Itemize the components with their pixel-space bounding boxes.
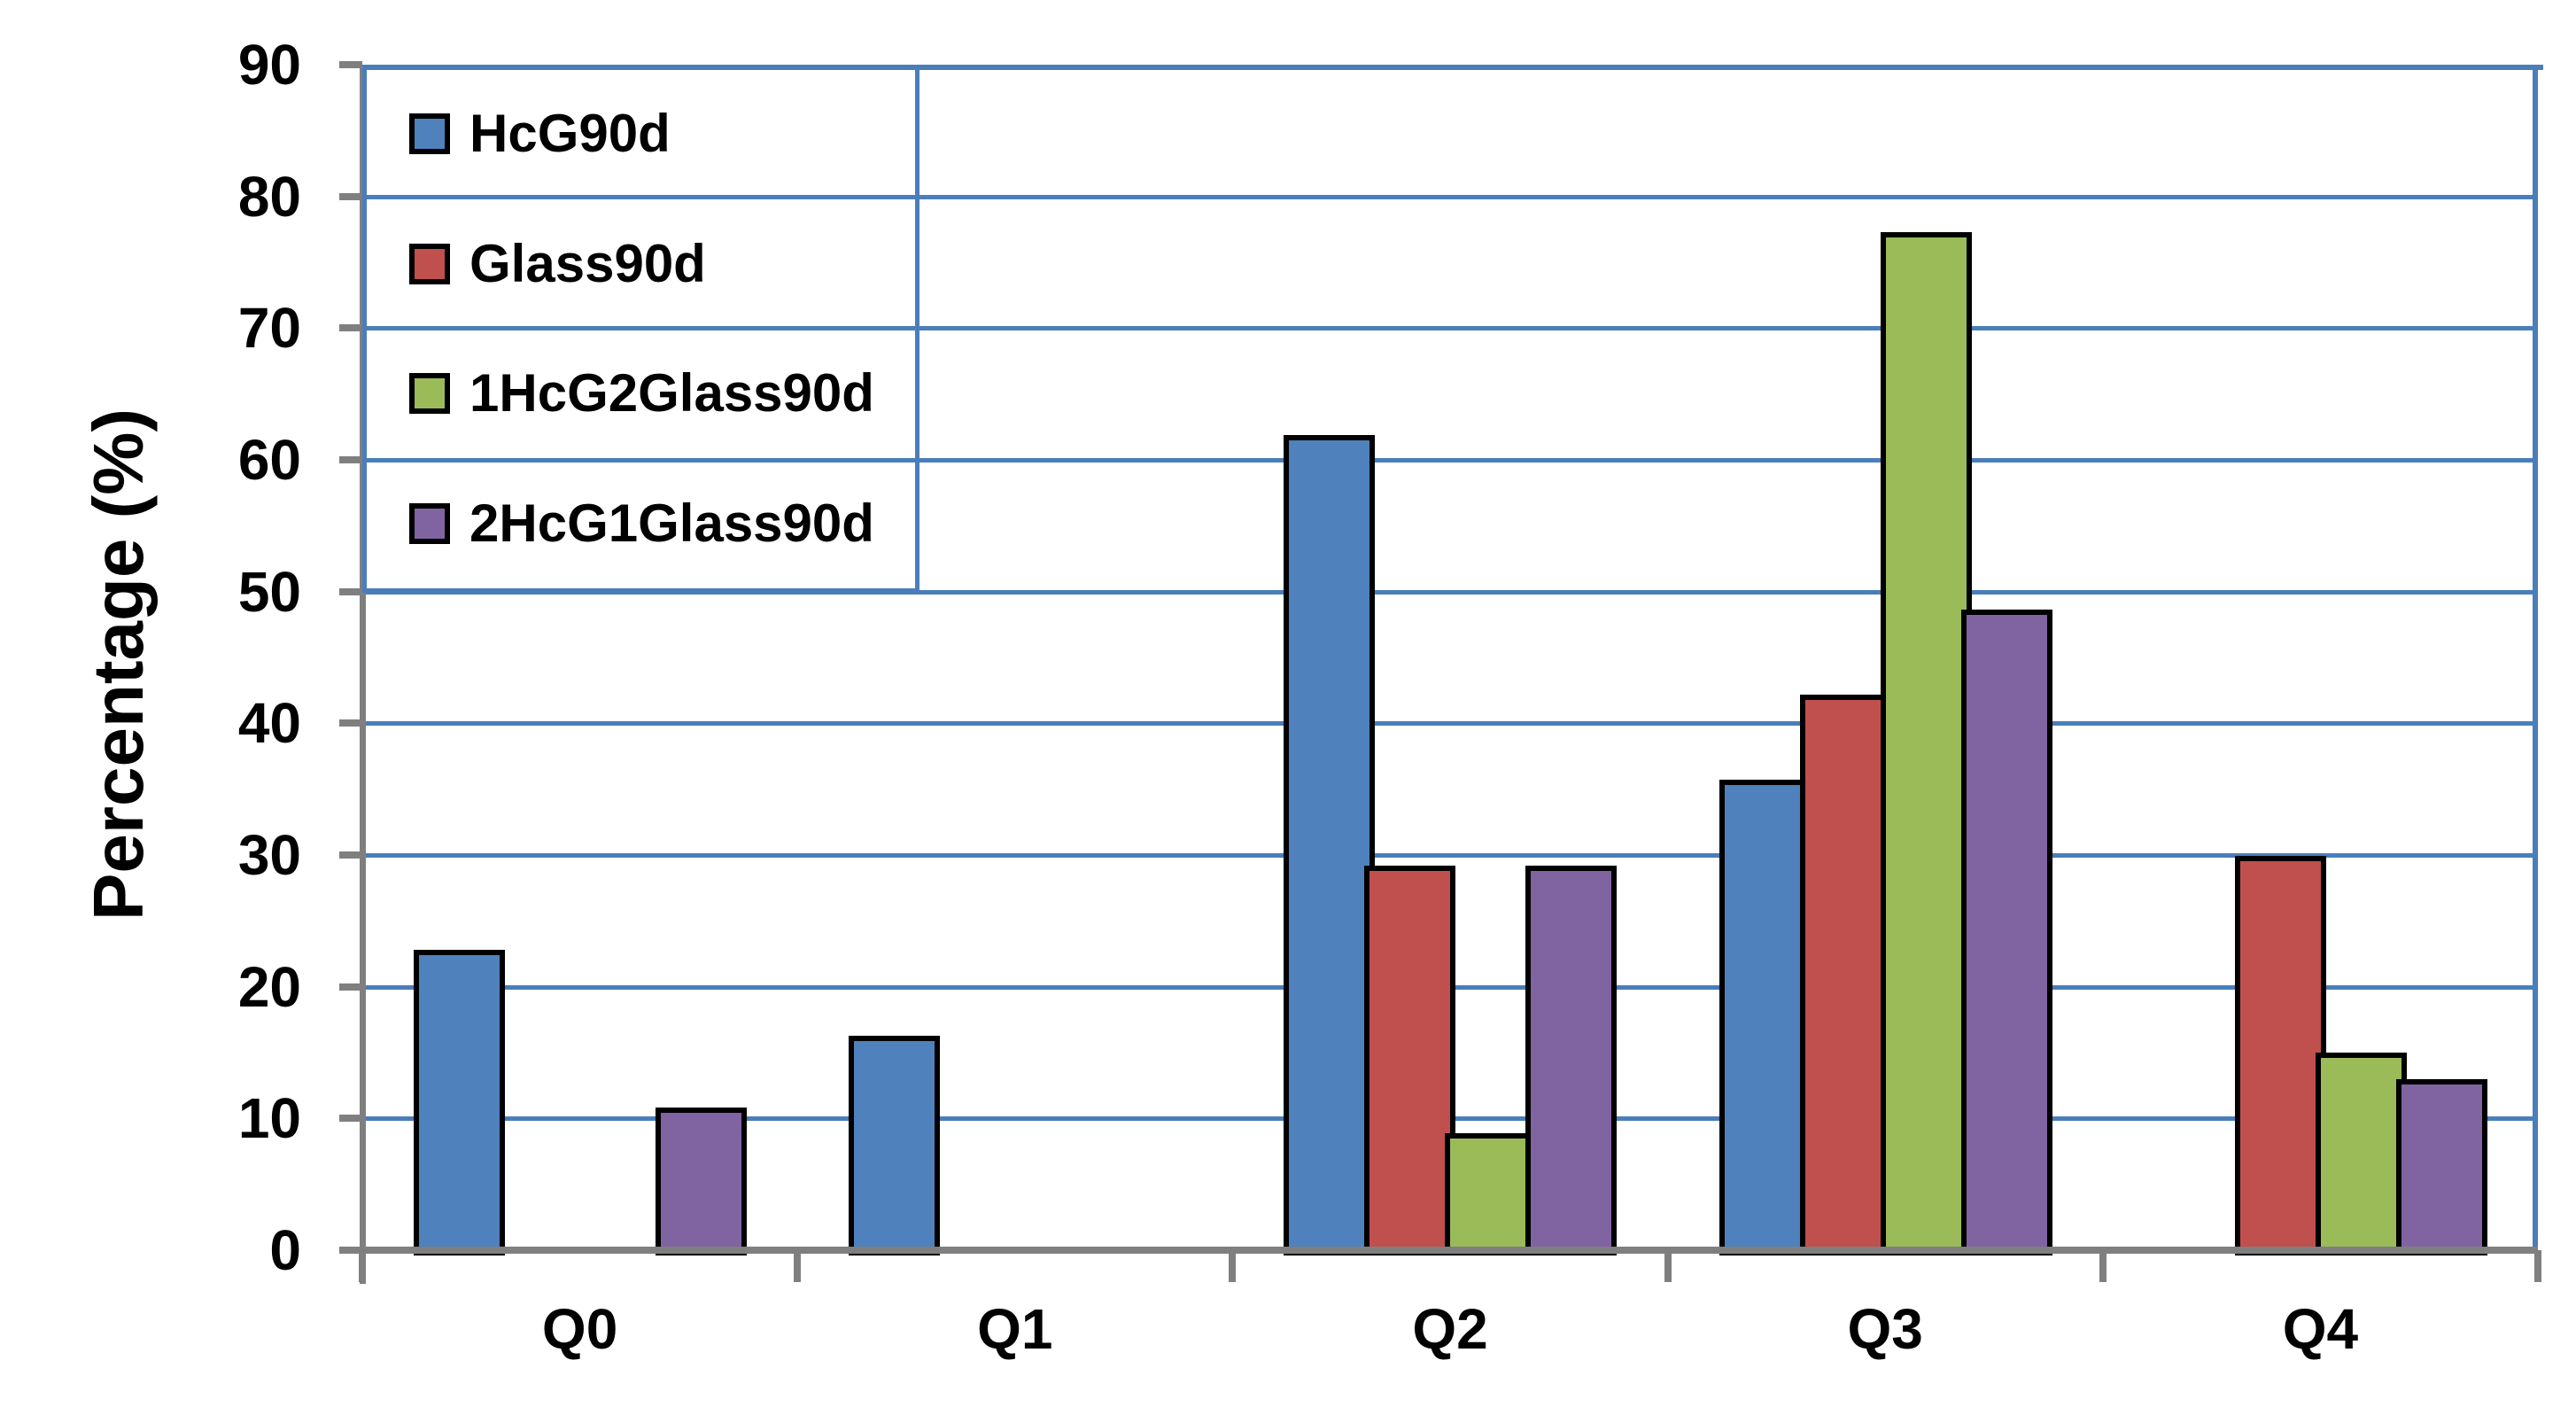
legend: HcG90d Glass90d 1HcG2Glass90d 2HcG1Glass90d <box>362 65 919 593</box>
bar-1HcG2Glass90d-Q2 <box>1445 1132 1537 1255</box>
x-tick-label: Q1 <box>977 1297 1053 1361</box>
y-tick-label: 10 <box>237 1086 301 1151</box>
gridline <box>362 458 2538 463</box>
y-axis-tick <box>339 587 362 595</box>
bar-2HcG1Glass90d-Q0 <box>656 1108 747 1255</box>
legend-entry: 2HcG1Glass90d <box>367 459 915 589</box>
bar-HcG90d-Q0 <box>414 949 505 1255</box>
x-axis-tick <box>2099 1250 2107 1282</box>
legend-entry: 1HcG2Glass90d <box>367 329 915 459</box>
y-tick-label: 30 <box>237 823 301 887</box>
bar-Glass90d-Q2 <box>1364 865 1456 1255</box>
legend-entry: Glass90d <box>367 199 915 330</box>
y-axis-tick <box>339 851 362 859</box>
bar-Glass90d-Q4 <box>2234 856 2326 1255</box>
y-tick-label: 60 <box>237 428 301 492</box>
legend-swatch-icon <box>409 502 450 544</box>
x-tick-label: Q3 <box>1847 1297 1923 1361</box>
legend-label: Glass90d <box>469 233 706 293</box>
legend-swatch-icon <box>409 373 450 415</box>
gridline <box>362 194 2538 199</box>
plot-top-border <box>362 65 2543 70</box>
x-axis-line <box>339 1247 2538 1254</box>
x-axis-tick <box>1229 1250 1237 1282</box>
bar-2HcG1Glass90d-Q2 <box>1525 865 1618 1255</box>
y-axis-tick <box>339 192 362 200</box>
bar-HcG90d-Q3 <box>1719 780 1811 1255</box>
y-axis-tick <box>339 719 362 727</box>
y-axis-tick <box>339 456 362 463</box>
x-tick-label: Q2 <box>1412 1297 1488 1361</box>
bar-2HcG1Glass90d-Q4 <box>2395 1078 2487 1255</box>
y-axis-tick <box>339 1115 362 1123</box>
legend-swatch-icon <box>409 243 450 284</box>
x-axis-tick <box>2534 1250 2541 1282</box>
gridline <box>362 589 2538 595</box>
x-tick-label: Q0 <box>541 1297 618 1361</box>
bar-HcG90d-Q1 <box>849 1035 941 1255</box>
bar-HcG90d-Q2 <box>1284 434 1376 1255</box>
y-tick-label: 0 <box>269 1218 301 1282</box>
x-axis-tick <box>359 1250 366 1282</box>
bar-1HcG2Glass90d-Q3 <box>1880 231 1972 1255</box>
legend-label: HcG90d <box>469 104 671 164</box>
bar-1HcG2Glass90d-Q4 <box>2315 1052 2407 1255</box>
x-axis-tick <box>794 1250 802 1282</box>
bar-Glass90d-Q3 <box>1799 694 1891 1255</box>
y-axis-tick <box>339 983 362 991</box>
y-tick-label: 70 <box>237 296 301 361</box>
gridline <box>362 721 2538 727</box>
legend-label: 1HcG2Glass90d <box>469 363 874 424</box>
y-axis-tick <box>339 1247 362 1254</box>
bar-2HcG1Glass90d-Q3 <box>1960 610 2052 1255</box>
y-tick-label: 40 <box>237 691 301 756</box>
legend-label: 2HcG1Glass90d <box>469 493 874 553</box>
legend-swatch-icon <box>409 113 450 155</box>
plot-right-border <box>2533 65 2538 1253</box>
y-tick-label: 80 <box>237 164 301 229</box>
y-axis-tick <box>339 61 362 68</box>
y-tick-label: 50 <box>237 559 301 624</box>
legend-entry: HcG90d <box>367 69 915 199</box>
y-tick-label: 90 <box>237 33 301 97</box>
y-axis-line <box>360 65 366 1284</box>
y-tick-label: 20 <box>237 954 301 1019</box>
x-axis-tick <box>1664 1250 1672 1282</box>
gridline <box>362 326 2538 331</box>
gridline <box>362 853 2538 858</box>
y-axis-tick <box>339 324 362 332</box>
x-tick-label: Q4 <box>2282 1297 2359 1361</box>
